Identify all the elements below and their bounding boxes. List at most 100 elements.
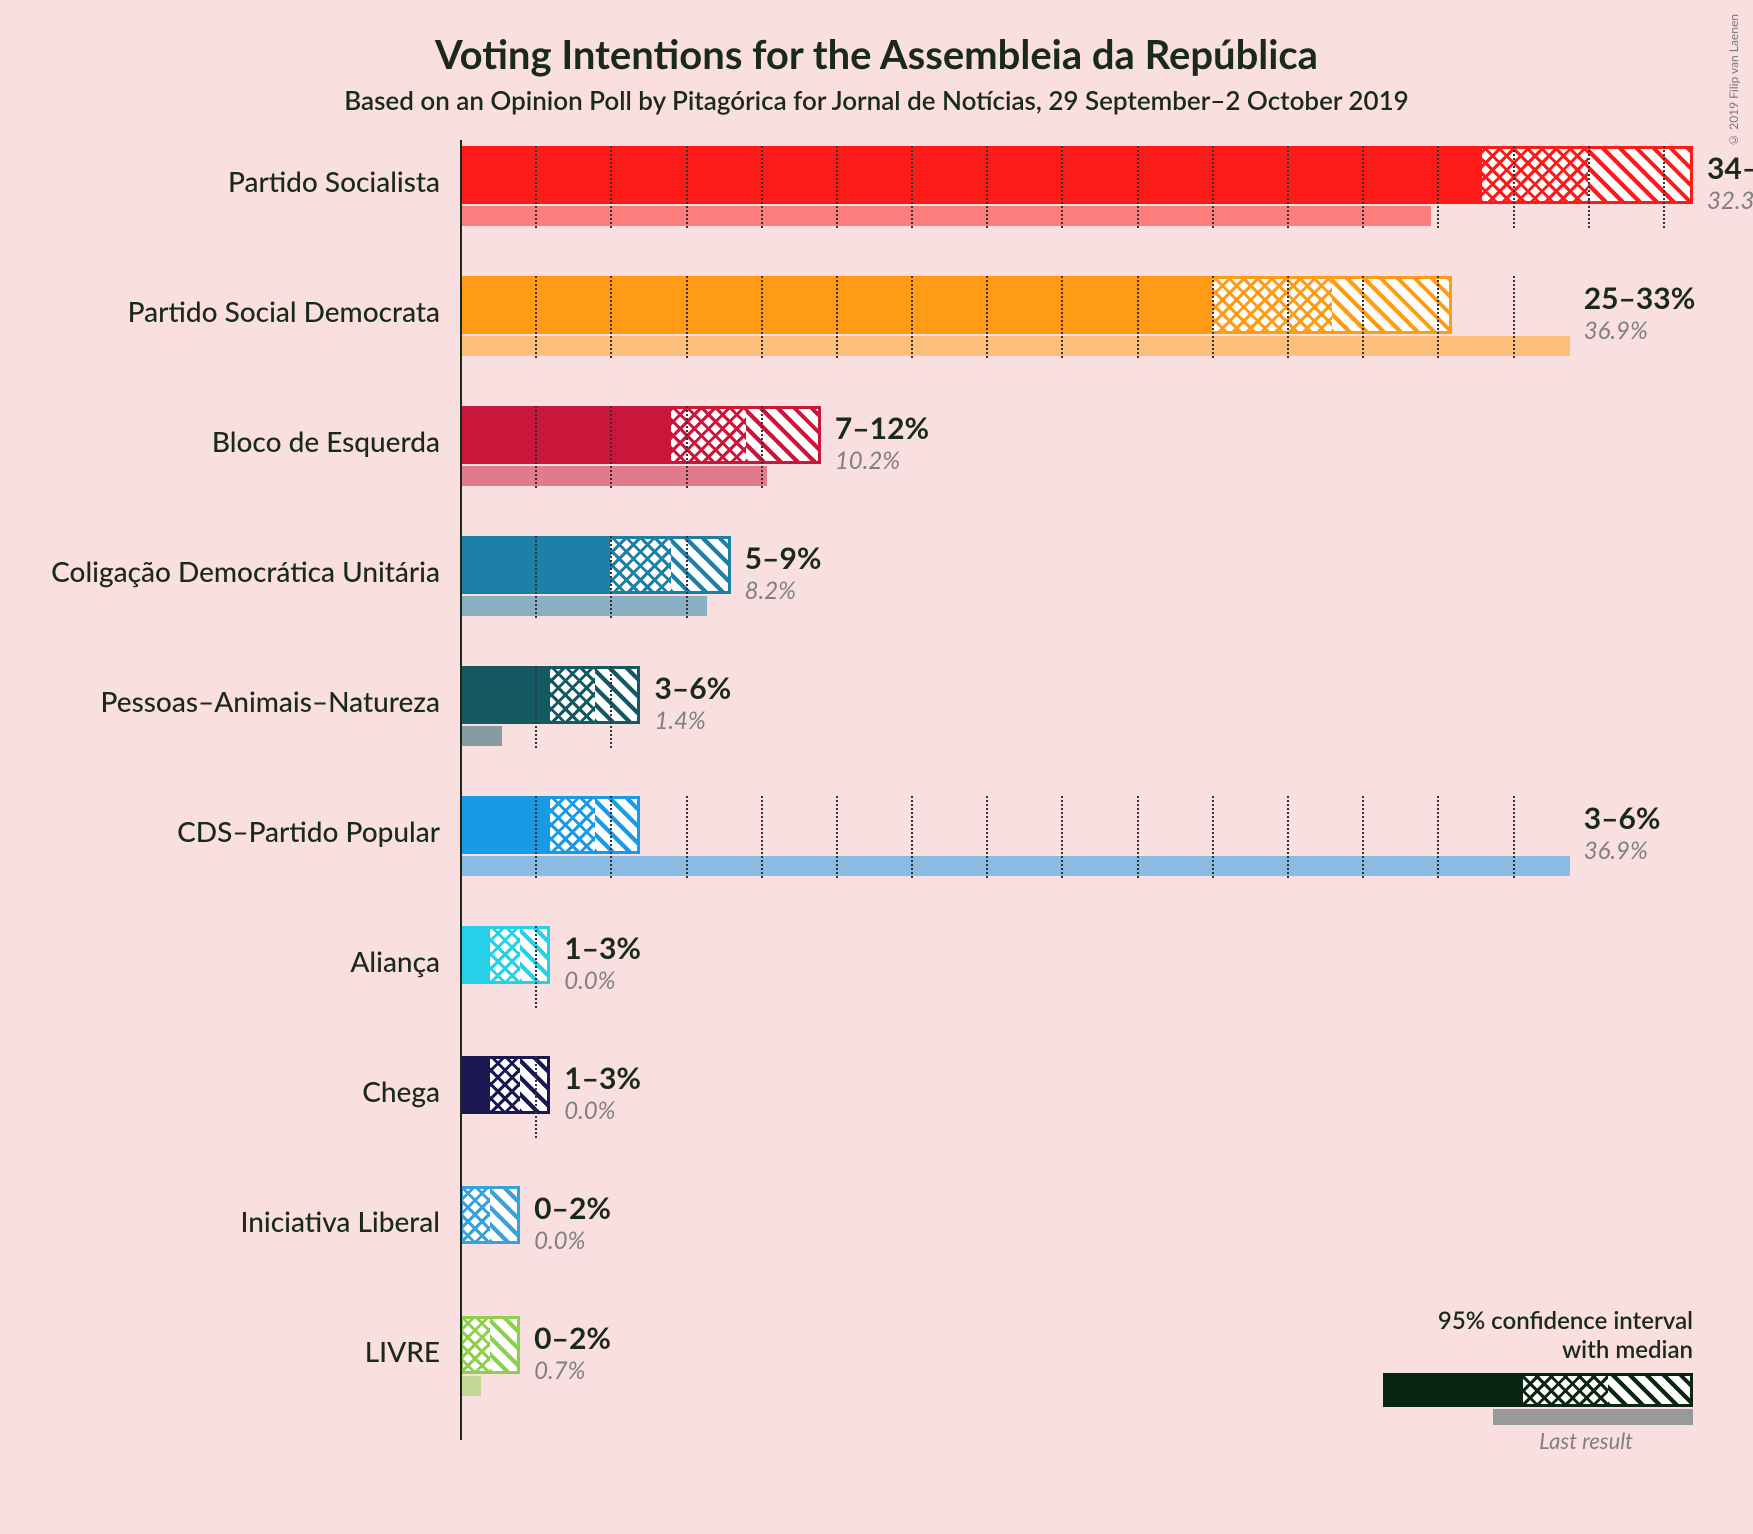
- prev-label: 10.2%: [835, 446, 900, 475]
- party-row: Coligação Democrática Unitária 5–9%8.2%: [0, 530, 1693, 660]
- party-label: Bloco de Esquerda: [0, 424, 440, 458]
- legend-prev-fill: [1493, 1409, 1693, 1425]
- party-row: Pessoas–Animais–Natureza3–6%1.4%: [0, 660, 1693, 790]
- tick: [1287, 146, 1289, 228]
- tick: [535, 536, 537, 618]
- range-label: 34–41%: [1707, 150, 1753, 186]
- party-label: Coligação Democrática Unitária: [0, 554, 440, 588]
- tick: [1513, 146, 1515, 228]
- tick: [1287, 276, 1289, 358]
- baseline: [460, 1050, 462, 1180]
- legend: 95% confidence interval with median Last…: [1383, 1307, 1693, 1454]
- range-label: 25–33%: [1584, 280, 1696, 316]
- tick: [1513, 276, 1515, 358]
- prev-label: 0.7%: [534, 1356, 585, 1385]
- bar-area: 25–33%36.9%: [460, 270, 1693, 400]
- bar-outline: [460, 796, 640, 854]
- range-label: 5–9%: [745, 540, 822, 576]
- tick: [1137, 796, 1139, 878]
- bar-area: 3–6%36.9%: [460, 790, 1693, 920]
- tick: [986, 276, 988, 358]
- party-label: Iniciativa Liberal: [0, 1204, 440, 1238]
- legend-outline: [1383, 1373, 1693, 1407]
- tick: [535, 926, 537, 1008]
- tick: [1061, 146, 1063, 228]
- prev-result-bar: [460, 726, 502, 746]
- tick: [1212, 796, 1214, 878]
- bar-area: 3–6%1.4%: [460, 660, 1693, 790]
- bar-outline: [460, 406, 821, 464]
- legend-title: 95% confidence interval with median: [1383, 1307, 1693, 1365]
- tick: [535, 1056, 537, 1138]
- range-label: 3–6%: [1584, 800, 1661, 836]
- tick: [1362, 796, 1364, 878]
- tick: [1137, 146, 1139, 228]
- tick: [1437, 796, 1439, 878]
- tick: [1663, 146, 1665, 228]
- bar-outline: [460, 1316, 520, 1374]
- tick: [761, 276, 763, 358]
- prev-result-bar: [460, 856, 1570, 876]
- prev-label: 0.0%: [564, 1096, 615, 1125]
- prev-label: 36.9%: [1584, 316, 1648, 345]
- plot-area: Partido Socialista34–41%32.3%Partido Soc…: [0, 140, 1753, 1494]
- tick: [1437, 276, 1439, 358]
- tick: [686, 536, 688, 618]
- tick: [1362, 146, 1364, 228]
- range-label: 7–12%: [835, 410, 929, 446]
- range-label: 1–3%: [564, 1060, 641, 1096]
- tick: [1212, 146, 1214, 228]
- legend-prev-label: Last result: [1539, 1427, 1633, 1454]
- tick: [686, 796, 688, 878]
- bar-outline: [460, 1186, 520, 1244]
- range-label: 0–2%: [534, 1190, 611, 1226]
- bar-area: 1–3%0.0%: [460, 1050, 1693, 1180]
- bar-area: 7–12%10.2%: [460, 400, 1693, 530]
- legend-line1: 95% confidence interval: [1438, 1306, 1693, 1335]
- baseline: [460, 530, 462, 660]
- baseline: [460, 140, 462, 270]
- prev-label: 1.4%: [654, 706, 705, 735]
- party-label: Chega: [0, 1074, 440, 1108]
- tick: [610, 536, 612, 618]
- prev-result-bar: [460, 206, 1431, 226]
- party-row: Bloco de Esquerda 7–12%10.2%: [0, 400, 1693, 530]
- prev-label: 8.2%: [745, 576, 796, 605]
- tick: [1362, 276, 1364, 358]
- bar-outline: [460, 146, 1693, 204]
- tick: [986, 796, 988, 878]
- baseline: [460, 790, 462, 920]
- party-row: Partido Social Democrata 25–33%36.9%: [0, 270, 1693, 400]
- bar-area: 5–9%8.2%: [460, 530, 1693, 660]
- legend-prev-bar: [1383, 1409, 1693, 1425]
- tick: [610, 666, 612, 748]
- tick: [836, 276, 838, 358]
- tick: [610, 796, 612, 878]
- tick: [1212, 276, 1214, 358]
- copyright-text: © 2019 Filip van Laenen: [1726, 14, 1741, 148]
- tick: [1588, 146, 1590, 228]
- party-row: CDS–Partido Popular3–6%36.9%: [0, 790, 1693, 920]
- party-label: Partido Social Democrata: [0, 294, 440, 328]
- baseline: [460, 1310, 462, 1440]
- tick: [686, 146, 688, 228]
- tick: [686, 276, 688, 358]
- bar-area: 34–41%32.3%: [460, 140, 1693, 270]
- legend-bar: [1383, 1373, 1693, 1407]
- party-row: Partido Socialista 34–41%32.3%: [0, 140, 1693, 270]
- baseline: [460, 400, 462, 530]
- baseline: [460, 660, 462, 790]
- tick: [836, 146, 838, 228]
- prev-label: 0.0%: [564, 966, 615, 995]
- tick: [836, 796, 838, 878]
- chart-title: Voting Intentions for the Assembleia da …: [0, 30, 1753, 78]
- tick: [610, 276, 612, 358]
- party-label: Partido Socialista: [0, 164, 440, 198]
- party-label: Aliança: [0, 944, 440, 978]
- bar-area: 1–3%0.0%: [460, 920, 1693, 1050]
- bar-outline: [460, 276, 1452, 334]
- tick: [986, 146, 988, 228]
- bar-outline: [460, 666, 640, 724]
- tick: [911, 276, 913, 358]
- tick: [535, 796, 537, 878]
